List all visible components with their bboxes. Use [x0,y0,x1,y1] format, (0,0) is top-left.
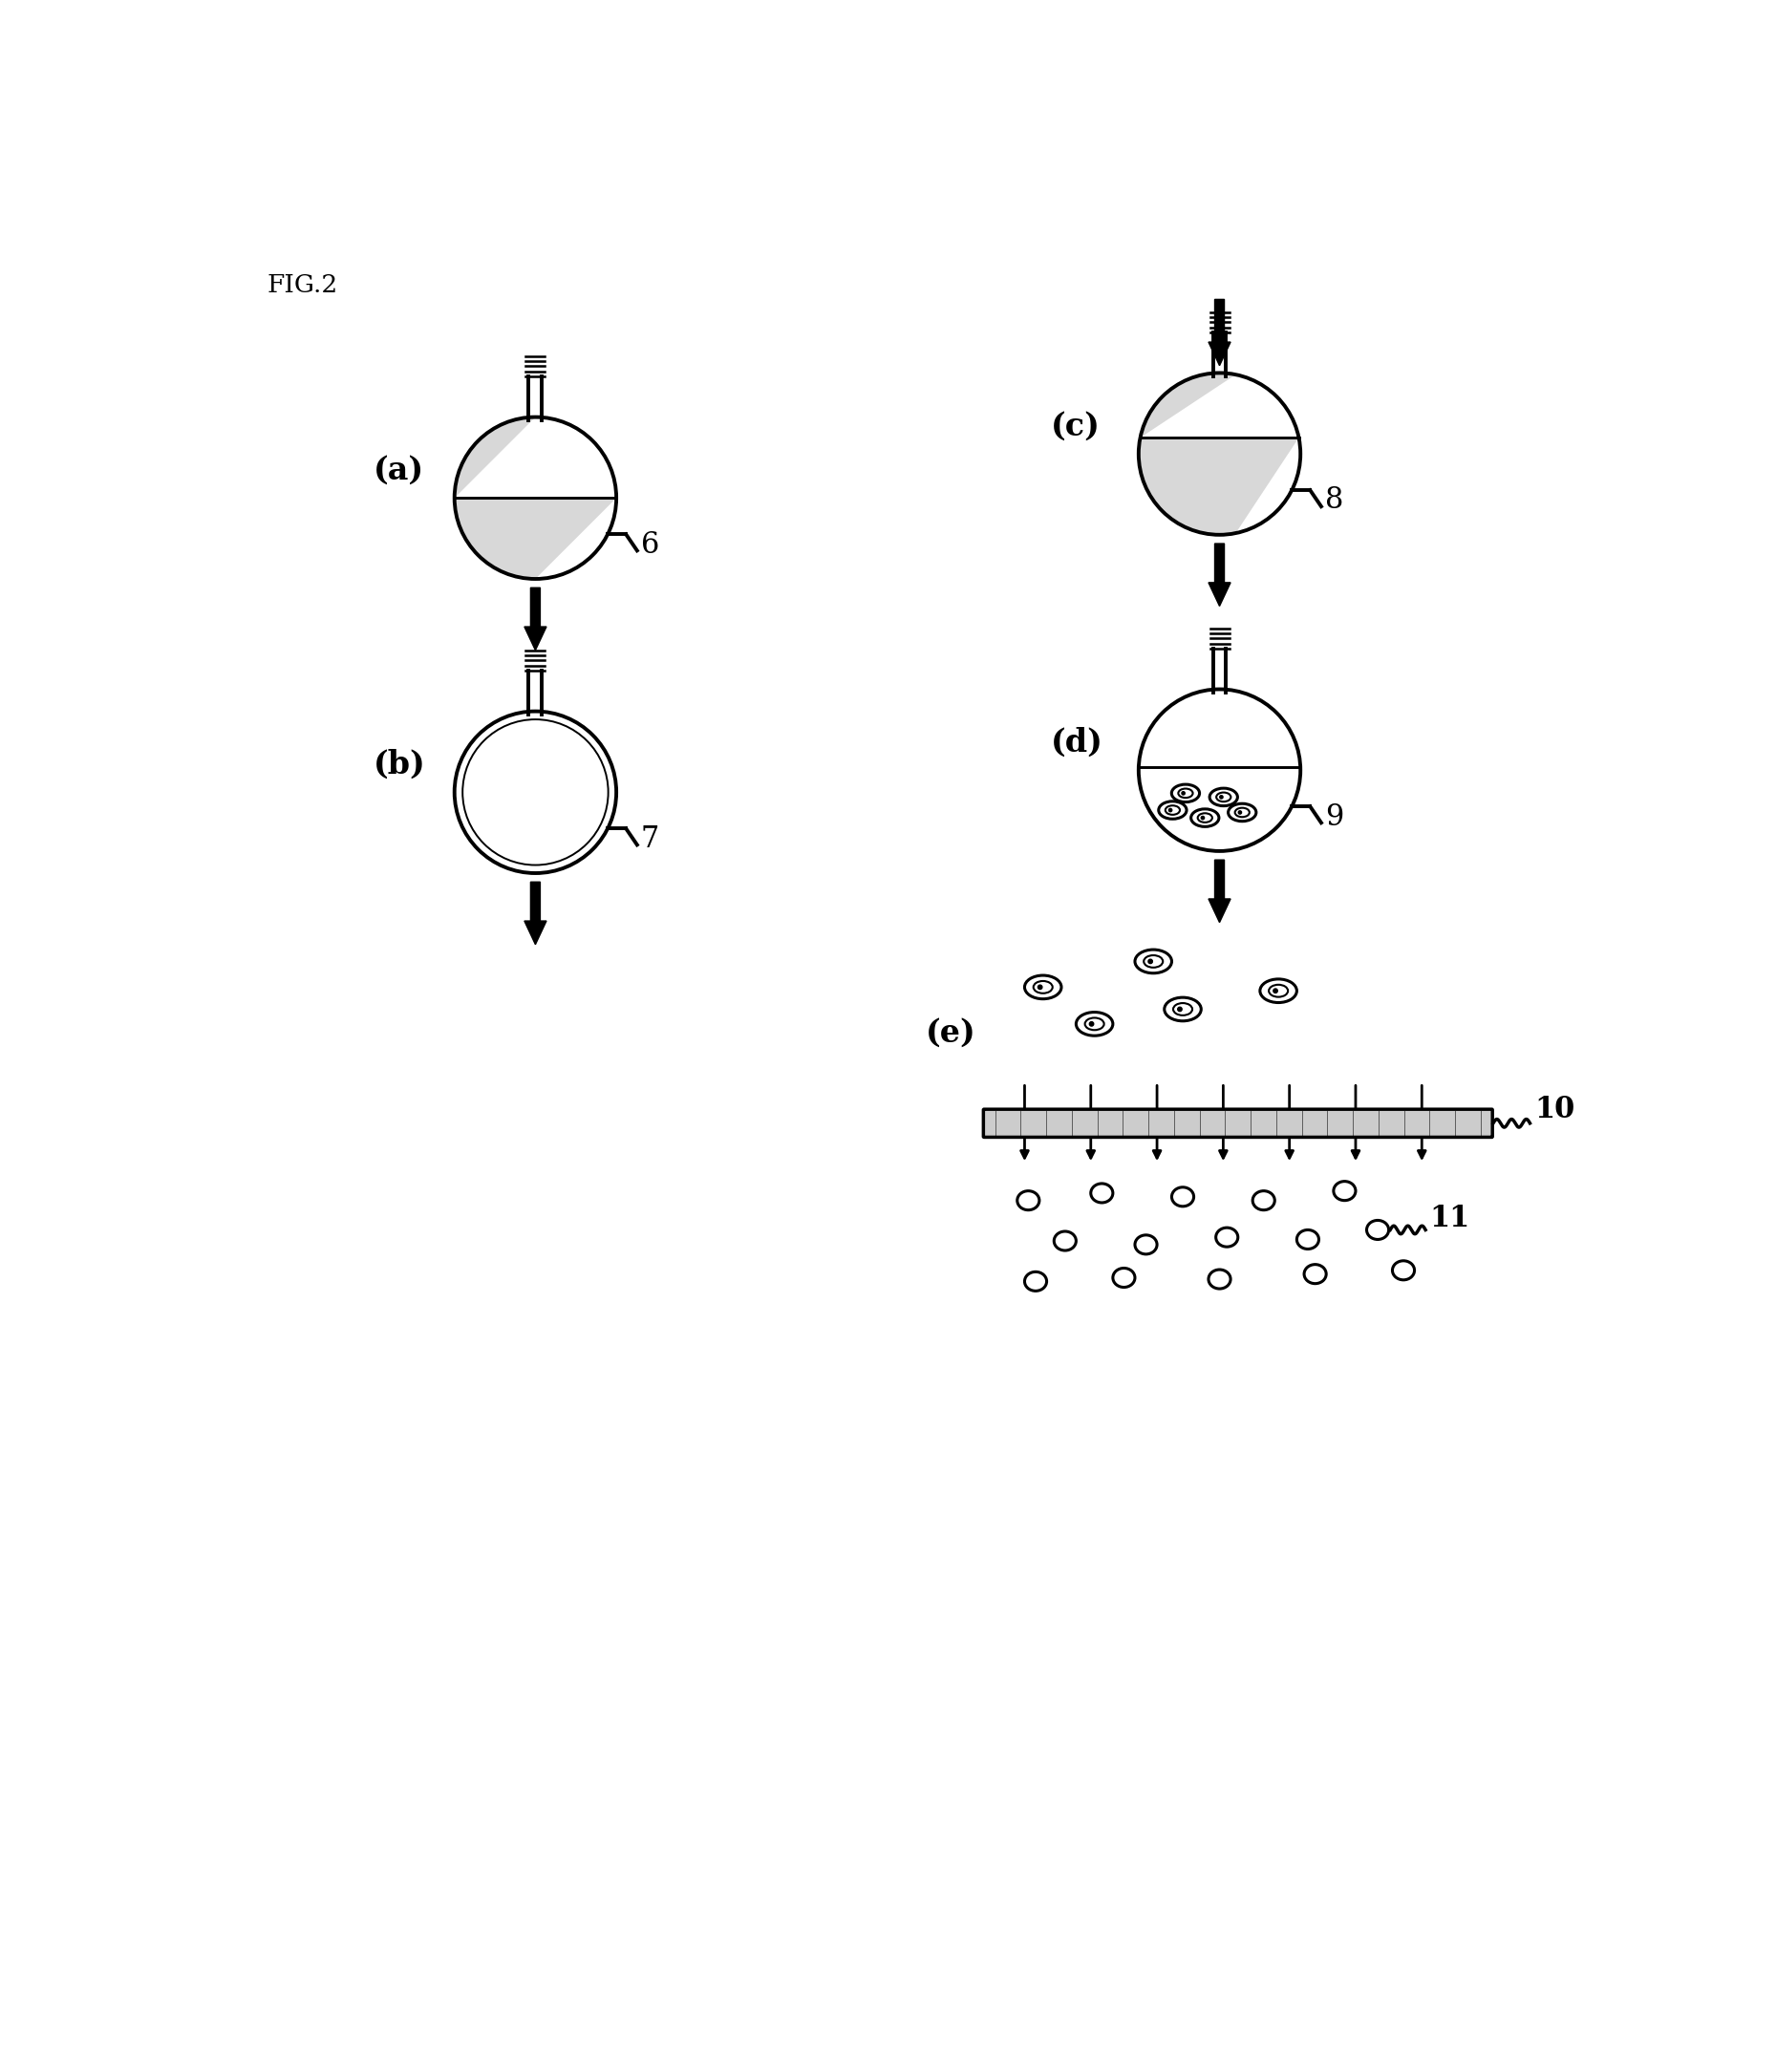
Polygon shape [524,883,547,945]
Polygon shape [1208,860,1231,922]
Circle shape [1169,808,1172,812]
Polygon shape [1138,373,1298,535]
Circle shape [1201,816,1204,818]
Circle shape [1238,810,1241,814]
Text: (c): (c) [1050,410,1099,441]
Circle shape [1149,959,1153,963]
Text: FIG.2: FIG.2 [266,274,337,298]
Polygon shape [524,588,547,651]
Text: 9: 9 [1325,802,1343,831]
Circle shape [1177,1007,1181,1011]
Polygon shape [1138,690,1300,852]
Polygon shape [455,416,616,578]
Circle shape [1220,796,1224,798]
Circle shape [1037,984,1043,988]
Text: (d): (d) [1050,727,1103,758]
Text: (e): (e) [925,1017,975,1048]
Polygon shape [1208,543,1231,607]
Text: (b): (b) [373,748,426,781]
Text: (a): (a) [373,454,424,487]
Text: 7: 7 [641,825,659,854]
Circle shape [1273,988,1277,992]
Text: 11: 11 [1430,1204,1469,1233]
Text: 8: 8 [1325,485,1343,516]
Text: 10: 10 [1534,1094,1575,1123]
Circle shape [1181,792,1185,796]
Circle shape [1089,1021,1094,1026]
Polygon shape [1208,298,1231,365]
FancyBboxPatch shape [984,1109,1492,1138]
Text: 6: 6 [641,530,659,559]
